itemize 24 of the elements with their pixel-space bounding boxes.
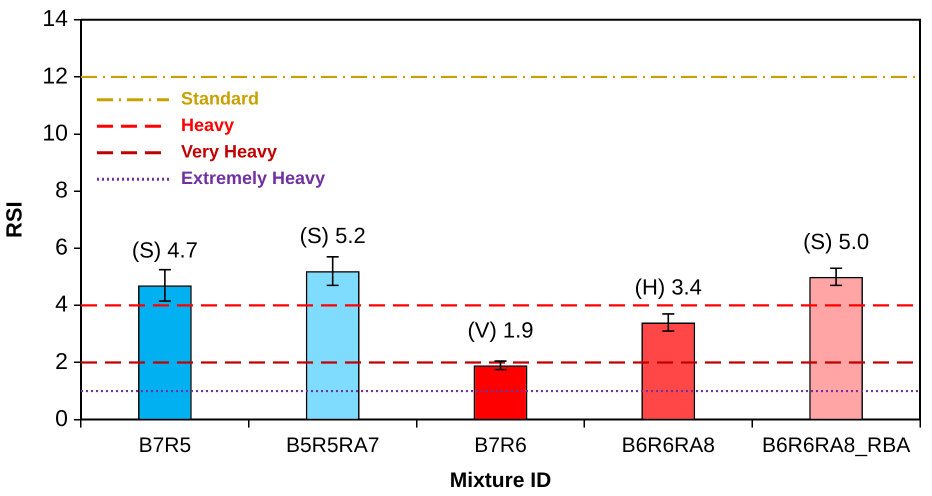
- data-label: (S) 5.0: [803, 228, 870, 254]
- y-tick-label: 14: [42, 5, 68, 32]
- y-tick-label: 6: [55, 234, 68, 260]
- legend-label: Extremely Heavy: [180, 168, 326, 188]
- x-tick-label: B5R5RA7: [286, 434, 380, 457]
- y-tick-label: 2: [55, 348, 68, 374]
- data-label: (V) 1.9: [467, 317, 534, 342]
- y-tick-label: 10: [42, 119, 68, 146]
- y-tick-label: 0: [55, 404, 68, 431]
- legend-label: Very Heavy: [180, 142, 278, 162]
- y-tick-label: 12: [42, 62, 68, 88]
- data-label: (S) 5.2: [300, 223, 366, 248]
- x-tick-label: B6R6RA8: [622, 434, 715, 457]
- y-axis-title: RSI: [1, 201, 26, 238]
- y-tick-label: 4: [55, 290, 68, 317]
- legend-label: Standard: [180, 88, 259, 109]
- x-tick-label: B7R6: [474, 434, 527, 457]
- y-tick-label: 8: [55, 176, 68, 202]
- data-label: (H) 3.4: [634, 274, 702, 300]
- x-tick-label: B6R6RA8_RBA: [762, 434, 910, 457]
- data-label: (S) 4.7: [132, 237, 198, 262]
- x-axis-title: Mixture ID: [450, 469, 552, 492]
- legend-label: Heavy: [180, 115, 234, 136]
- x-tick-label: B7R5: [138, 434, 192, 457]
